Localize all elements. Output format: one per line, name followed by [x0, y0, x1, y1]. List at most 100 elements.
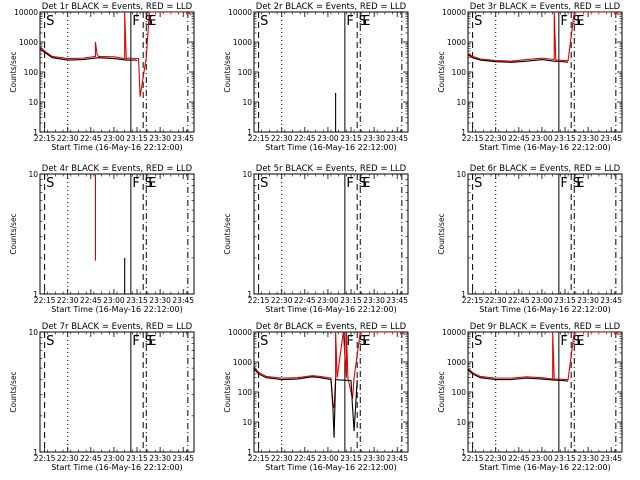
- x-tick-label: 22:15: [462, 296, 484, 305]
- panel-det-1r: Det 1r BLACK = Events, RED = LLD 1 10 100 10…: [9, 2, 195, 152]
- y-tick-label: 10000: [228, 328, 252, 337]
- marker-label: E: [576, 14, 584, 29]
- x-tick-label: 22:45: [80, 454, 102, 463]
- marker-label: S: [573, 334, 581, 349]
- x-tick-label: 23:30: [149, 296, 171, 305]
- marker-label: E: [576, 334, 584, 349]
- marker-label: S: [260, 176, 268, 191]
- x-tick-label: 23:45: [386, 454, 408, 463]
- x-axis-label: Start Time (16-May-16 22:12:00): [51, 463, 182, 472]
- x-axis-label: Start Time (16-May-16 22:12:00): [265, 463, 396, 472]
- plot-frame: [39, 173, 195, 295]
- y-tick-label: 1: [247, 448, 252, 457]
- marker-label: E: [576, 176, 584, 191]
- panel-title: Det 9r BLACK = Events, RED = LLD: [470, 322, 621, 332]
- plot-frame: [39, 11, 195, 133]
- marker-label: E: [148, 14, 156, 29]
- x-tick-label: 22:30: [485, 454, 507, 463]
- marker-label: S: [260, 334, 268, 349]
- x-tick-label: 23:45: [386, 296, 408, 305]
- x-tick-label: 23:30: [577, 296, 599, 305]
- marker-label: S: [46, 334, 54, 349]
- x-tick-label: 23:30: [363, 454, 385, 463]
- series-lld: [40, 12, 192, 97]
- x-tick-label: 23:45: [172, 134, 194, 143]
- x-tick-label: 22:15: [462, 454, 484, 463]
- y-tick-label: 1: [247, 128, 252, 137]
- x-tick-label: 22:30: [57, 296, 79, 305]
- x-tick-label: 22:15: [248, 134, 270, 143]
- series-events: [254, 368, 358, 438]
- y-axis-label: Counts/sec: [9, 371, 18, 412]
- marker-label: S: [145, 176, 153, 191]
- panel-title: Det 3r BLACK = Events, RED = LLD: [470, 2, 621, 12]
- x-tick-label: 22:30: [485, 134, 507, 143]
- panel-det-6r: Det 6r BLACK = Events, RED = LLD 1 10 22:15…: [437, 164, 623, 314]
- marker-label: E: [362, 176, 370, 191]
- y-tick-label: 1: [247, 290, 252, 299]
- marker-label: F: [346, 14, 353, 29]
- plot-frame: [467, 11, 623, 133]
- x-tick-label: 23:15: [340, 454, 362, 463]
- panel-title: Det 7r BLACK = Events, RED = LLD: [42, 322, 193, 332]
- marker-label: F: [132, 334, 139, 349]
- x-tick-label: 22:45: [80, 134, 102, 143]
- x-tick-label: 22:15: [462, 134, 484, 143]
- y-tick-label: 10000: [442, 8, 466, 17]
- y-tick-label: 100: [238, 68, 253, 77]
- x-tick-label: 23:00: [103, 296, 125, 305]
- marker-label: E: [148, 176, 156, 191]
- marker-label: F: [132, 14, 139, 29]
- x-tick-label: 22:15: [248, 454, 270, 463]
- x-axis-label: Start Time (16-May-16 22:12:00): [265, 143, 396, 152]
- y-tick-label: 100: [452, 388, 467, 397]
- y-tick-label: 1: [461, 448, 466, 457]
- y-tick-label: 10000: [442, 328, 466, 337]
- marker-label: F: [560, 334, 567, 349]
- x-tick-label: 23:15: [340, 296, 362, 305]
- panel-title: Det 2r BLACK = Events, RED = LLD: [256, 2, 407, 12]
- x-tick-label: 22:45: [508, 296, 530, 305]
- y-axis-label: Counts/sec: [9, 213, 18, 254]
- marker-label: S: [359, 14, 367, 29]
- plot-frame: [253, 173, 409, 295]
- marker-label: S: [474, 334, 482, 349]
- x-tick-label: 22:45: [80, 296, 102, 305]
- y-tick-label: 100: [452, 68, 467, 77]
- x-tick-label: 23:00: [317, 296, 339, 305]
- x-tick-label: 23:45: [172, 296, 194, 305]
- x-tick-label: 23:30: [149, 454, 171, 463]
- x-tick-label: 23:00: [531, 296, 553, 305]
- marker-label: F: [560, 14, 567, 29]
- marker-label: E: [148, 334, 156, 349]
- y-tick-label: 1: [461, 128, 466, 137]
- x-axis-label: Start Time (16-May-16 22:12:00): [479, 143, 610, 152]
- marker-label: S: [46, 14, 54, 29]
- panel-det-7r: Det 7r BLACK = Events, RED = LLD 1 10 22:15…: [9, 322, 195, 472]
- series-lld: [254, 332, 406, 408]
- x-tick-label: 23:15: [554, 134, 576, 143]
- x-tick-label: 23:45: [600, 454, 622, 463]
- x-tick-label: 23:30: [149, 134, 171, 143]
- marker-label: S: [260, 14, 268, 29]
- x-tick-label: 22:45: [294, 454, 316, 463]
- marker-label: S: [359, 334, 367, 349]
- panel-title: Det 4r BLACK = Events, RED = LLD: [42, 164, 193, 174]
- x-tick-label: 23:15: [126, 296, 148, 305]
- series-events: [40, 48, 138, 62]
- x-axis-label: Start Time (16-May-16 22:12:00): [51, 305, 182, 314]
- y-axis-label: Counts/sec: [9, 51, 18, 92]
- y-axis-label: Counts/sec: [437, 371, 446, 412]
- marker-label: E: [362, 334, 370, 349]
- y-tick-label: 1: [461, 290, 466, 299]
- x-tick-label: 23:15: [554, 454, 576, 463]
- marker-label: E: [362, 14, 370, 29]
- marker-label: S: [359, 176, 367, 191]
- x-tick-label: 23:15: [126, 134, 148, 143]
- x-tick-label: 22:30: [271, 296, 293, 305]
- plot-frame: [467, 331, 623, 453]
- x-tick-label: 23:15: [554, 296, 576, 305]
- x-tick-label: 22:15: [248, 296, 270, 305]
- y-axis-label: Counts/sec: [437, 213, 446, 254]
- y-axis-label: Counts/sec: [223, 371, 232, 412]
